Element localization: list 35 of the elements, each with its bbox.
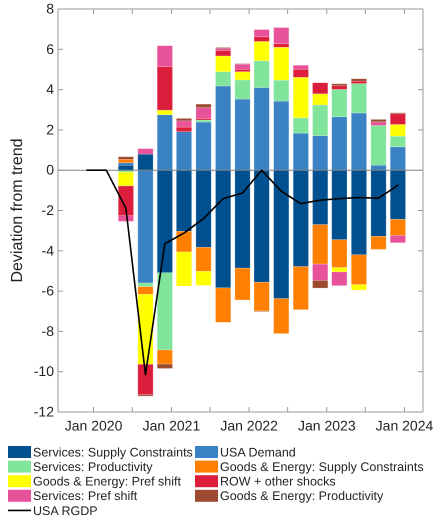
legend-label: ROW + other shocks [220,474,336,489]
y-axis-title: Deviation from trend [9,138,26,283]
legend-label: Services: Supply Constraints [33,445,193,460]
bar [196,107,212,119]
x-tick-label: Jan 2021 [142,418,200,434]
legend-label: Services: Productivity [33,460,154,474]
y-tick-label: -8 [42,322,54,339]
line-series [86,169,399,376]
y-tick-label: -6 [42,282,54,299]
legend-label: Goods & Energy: Pref shift [33,474,182,489]
bar [370,125,386,166]
y-tick-label: 8 [46,0,54,16]
y-tick-label: -4 [42,242,54,258]
legend-label: Goods & Energy: Supply Constraints [220,460,424,474]
y-tick-label: 2 [46,121,54,138]
x-tick-label: Jan 2022 [220,418,278,434]
legend-label: Services: Pref shift [33,489,138,504]
legend-label: USA RGDP [33,504,98,518]
y-tick-label: -12 [34,403,54,420]
legend-label: USA Demand [220,445,296,460]
bar [234,64,250,70]
bar [118,156,134,160]
bar [331,83,348,86]
x-tick-label: Jan 2024 [376,418,434,434]
legend-label: Goods & Energy: Productivity [220,489,384,504]
y-tick-label: -10 [34,363,54,380]
y-tick-label: 4 [46,81,54,98]
x-tick-label: Jan 2020 [64,418,123,434]
y-tick-label: 6 [46,40,54,57]
bar [350,78,367,82]
bar [370,119,386,122]
y-tick-label: -2 [42,202,54,218]
y-tick-label: 0 [46,162,54,178]
bar [273,27,290,44]
x-tick-label: Jan 2023 [298,418,356,434]
